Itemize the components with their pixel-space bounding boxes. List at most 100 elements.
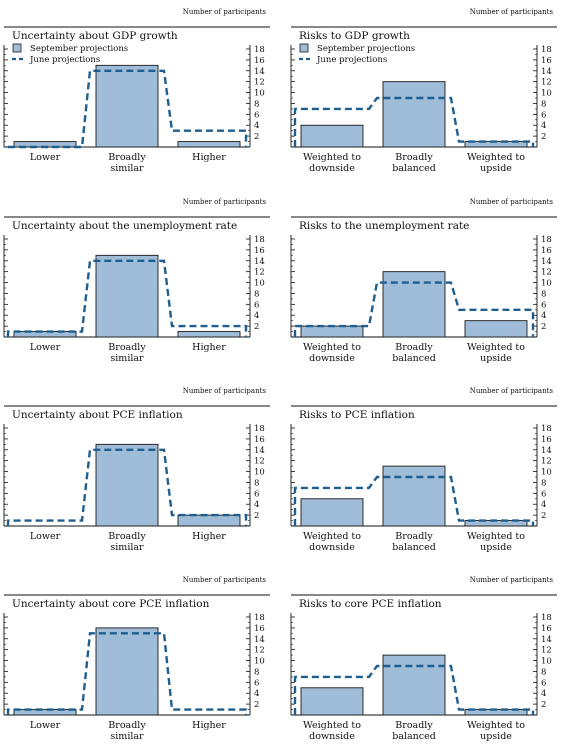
- y-tick-label: 8: [254, 478, 259, 488]
- chart-title: Uncertainty about the unemployment rate: [12, 220, 237, 232]
- y-tick-label: 14: [541, 257, 552, 267]
- september-bar: [95, 627, 159, 716]
- june-step-line: [8, 69, 248, 149]
- y-tick-label: 2: [254, 700, 259, 710]
- category-label: Higher: [192, 152, 226, 163]
- category-label: Broadly balanced: [392, 342, 436, 364]
- legend-bar-swatch: [299, 43, 309, 53]
- category-label: Weighted to upside: [467, 720, 525, 742]
- y-tick-label: 8: [254, 667, 259, 677]
- y-tick-label: 18: [254, 424, 265, 434]
- y-tick-label: 10: [541, 657, 552, 667]
- category-label-line: downside: [309, 731, 355, 742]
- category-label-line: upside: [480, 163, 512, 174]
- chart-panel: Number of participants Risks to core PCE …: [290, 576, 557, 742]
- chart-title: Risks to PCE inflation: [299, 409, 415, 421]
- september-bar: [95, 254, 159, 338]
- y-tick-label: 4: [254, 121, 259, 131]
- category-label-line: Lower: [30, 720, 61, 731]
- category-label-line: Lower: [30, 531, 61, 542]
- september-bar: [300, 498, 364, 527]
- y-tick-label: 14: [254, 635, 265, 645]
- legend-bar-label: September projections: [30, 44, 128, 54]
- category-label-line: Broadly: [108, 342, 146, 353]
- y-tick-label: 18: [541, 424, 552, 434]
- category-label: Higher: [192, 531, 226, 542]
- y-tick-label: 10: [541, 468, 552, 478]
- category-label: Weighted to downside: [303, 152, 361, 174]
- y-tick-label: 18: [541, 45, 552, 55]
- september-bar: [13, 709, 77, 716]
- y-tick-label: 14: [541, 446, 552, 456]
- chart-panel: Number of participants Risks to PCE infla…: [290, 387, 557, 553]
- chart-panel: Number of participants Uncertainty about …: [3, 387, 270, 553]
- category-label-line: downside: [309, 163, 355, 174]
- legend-line-label: June projections: [316, 55, 387, 65]
- september-bar: [13, 331, 77, 338]
- y-tick-label: 12: [254, 78, 265, 88]
- y-tick-label: 10: [541, 89, 552, 99]
- y-tick-label: 2: [254, 322, 259, 332]
- y-tick-label: 10: [254, 89, 265, 99]
- units-label: Number of participants: [183, 8, 267, 16]
- category-label-line: Lower: [30, 342, 61, 353]
- category-label-line: similar: [110, 163, 144, 174]
- y-tick-label: 12: [254, 646, 265, 656]
- y-tick-label: 4: [254, 311, 259, 321]
- category-label-line: upside: [480, 731, 512, 742]
- y-tick-label: 14: [254, 446, 265, 456]
- category-label: Broadly similar: [108, 342, 146, 364]
- category-label: Weighted to downside: [303, 720, 361, 742]
- category-label-line: Broadly: [395, 720, 433, 731]
- september-bar: [95, 64, 159, 148]
- category-label: Broadly balanced: [392, 531, 436, 553]
- category-label-line: Broadly: [108, 152, 146, 163]
- legend-line-label: June projections: [29, 55, 100, 65]
- y-tick-label: 16: [541, 435, 552, 445]
- category-label-line: Broadly: [395, 531, 433, 542]
- june-step-line: [6, 632, 248, 715]
- y-tick-label: 16: [254, 435, 265, 445]
- y-tick-label: 8: [541, 289, 546, 299]
- category-label-line: Higher: [192, 720, 226, 731]
- category-label-line: Weighted to: [303, 152, 361, 163]
- category-label-line: Broadly: [108, 720, 146, 731]
- category-label-line: Weighted to: [303, 720, 361, 731]
- y-tick-label: 4: [541, 121, 546, 131]
- y-tick-label: 2: [254, 511, 259, 521]
- legend-bar-label: September projections: [317, 44, 415, 54]
- june-step-line: [293, 281, 535, 337]
- y-tick-label: 18: [541, 235, 552, 245]
- june-step-line: [6, 259, 248, 337]
- category-label-line: similar: [110, 731, 144, 742]
- september-bar: [300, 325, 364, 338]
- chart-panel: Number of participants Uncertainty about …: [3, 576, 270, 742]
- y-tick-label: 6: [254, 110, 259, 120]
- y-tick-label: 16: [541, 56, 552, 66]
- y-tick-label: 14: [541, 635, 552, 645]
- category-label-line: balanced: [392, 163, 436, 174]
- category-label-line: similar: [110, 542, 144, 553]
- y-tick-label: 4: [541, 500, 546, 510]
- category-label: Weighted to upside: [467, 531, 525, 553]
- category-label: Broadly balanced: [392, 720, 436, 742]
- units-label: Number of participants: [183, 198, 267, 206]
- y-tick-label: 4: [541, 311, 546, 321]
- chart-panel: Number of participants Risks to the unemp…: [290, 198, 557, 364]
- category-label: Lower: [30, 531, 61, 542]
- y-tick-label: 16: [541, 246, 552, 256]
- chart-title: Uncertainty about PCE inflation: [12, 409, 183, 421]
- category-label: Weighted to downside: [303, 531, 361, 553]
- category-label-line: Higher: [192, 152, 226, 163]
- category-label-line: Weighted to: [467, 720, 525, 731]
- category-label: Broadly balanced: [392, 152, 436, 174]
- y-tick-label: 14: [254, 257, 265, 267]
- category-label-line: upside: [480, 542, 512, 553]
- september-bar: [177, 331, 241, 338]
- y-tick-label: 12: [254, 457, 265, 467]
- units-label: Number of participants: [470, 8, 554, 16]
- y-tick-label: 18: [254, 45, 265, 55]
- y-tick-label: 6: [254, 300, 259, 310]
- y-tick-label: 4: [254, 689, 259, 699]
